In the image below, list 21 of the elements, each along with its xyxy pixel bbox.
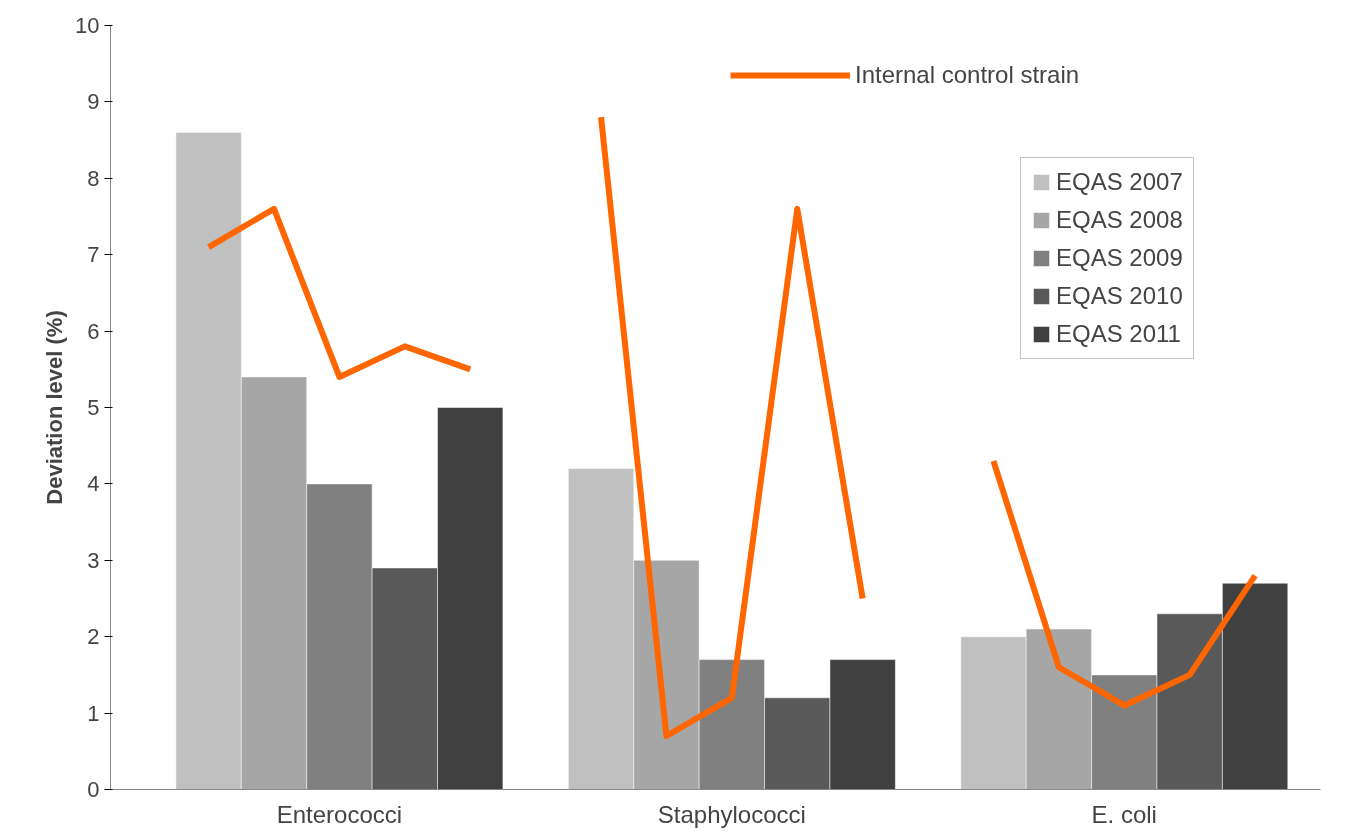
legend-label: EQAS 2011: [1056, 320, 1181, 348]
y-tick-label: 8: [87, 165, 100, 191]
x-tick-label: Enterococci: [276, 800, 403, 828]
y-tick-label: 4: [87, 471, 100, 497]
y-tick-label: 6: [87, 318, 100, 344]
x-tick-label: E. coli: [1091, 800, 1157, 828]
legend-label: EQAS 2007: [1056, 168, 1183, 196]
legend-label: EQAS 2010: [1056, 282, 1183, 310]
y-tick-label: 7: [87, 242, 100, 268]
y-tick-label: 1: [87, 700, 100, 726]
y-tick-label: 0: [87, 777, 100, 802]
y-tick-label: 2: [87, 624, 100, 650]
legend-label: Internal control strain: [855, 61, 1080, 89]
y-tick-label: 5: [87, 395, 100, 420]
y-tick-label: 9: [87, 89, 100, 115]
y-tick-label: 3: [87, 547, 100, 573]
legend-label: EQAS 2009: [1056, 244, 1183, 272]
y-tick-label: 10: [75, 13, 100, 38]
y-axis-title: Deviation level (%): [42, 310, 68, 505]
x-tick-label: Staphylococci: [657, 800, 806, 828]
legend-label: EQAS 2008: [1056, 206, 1183, 234]
